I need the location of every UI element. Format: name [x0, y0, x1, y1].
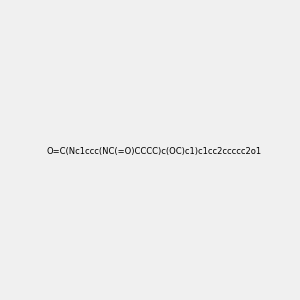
- Text: O=C(Nc1ccc(NC(=O)CCCC)c(OC)c1)c1cc2ccccc2o1: O=C(Nc1ccc(NC(=O)CCCC)c(OC)c1)c1cc2ccccc…: [46, 147, 261, 156]
